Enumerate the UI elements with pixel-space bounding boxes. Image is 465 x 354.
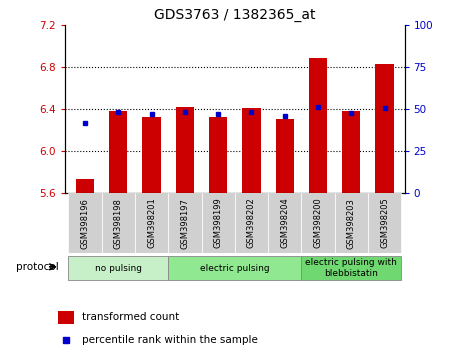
Bar [209,117,227,193]
Text: GSM398202: GSM398202 [247,198,256,249]
Bar [375,64,394,193]
Bar [102,193,135,253]
Text: GSM398196: GSM398196 [80,198,90,249]
Text: GSM398197: GSM398197 [180,198,189,249]
Bar [335,193,368,253]
Text: GSM398201: GSM398201 [147,198,156,249]
Text: transformed count: transformed count [82,312,179,322]
Bar [276,119,294,193]
Bar [201,193,235,253]
Text: protocol: protocol [16,262,59,272]
Text: GSM398203: GSM398203 [347,198,356,249]
Text: no pulsing: no pulsing [95,264,142,273]
Bar [342,111,360,193]
Bar [76,179,94,193]
Bar [368,193,401,253]
Bar [176,107,194,193]
Text: GSM398204: GSM398204 [280,198,289,249]
Text: GSM398198: GSM398198 [114,198,123,249]
Bar [268,193,301,253]
Bar [242,108,260,193]
Text: GSM398200: GSM398200 [313,198,323,249]
FancyBboxPatch shape [68,256,168,280]
Bar [135,193,168,253]
Bar [168,193,201,253]
Bar [235,193,268,253]
Bar [309,58,327,193]
Bar [59,311,74,324]
Bar [109,111,127,193]
Title: GDS3763 / 1382365_at: GDS3763 / 1382365_at [154,8,316,22]
Text: percentile rank within the sample: percentile rank within the sample [82,335,258,346]
FancyBboxPatch shape [301,256,401,280]
Text: electric pulsing with
blebbistatin: electric pulsing with blebbistatin [306,258,397,278]
Bar [301,193,335,253]
Bar [68,193,102,253]
Bar [142,117,161,193]
FancyBboxPatch shape [168,256,301,280]
Text: electric pulsing: electric pulsing [200,264,270,273]
Text: GSM398199: GSM398199 [214,198,223,249]
Text: GSM398205: GSM398205 [380,198,389,249]
